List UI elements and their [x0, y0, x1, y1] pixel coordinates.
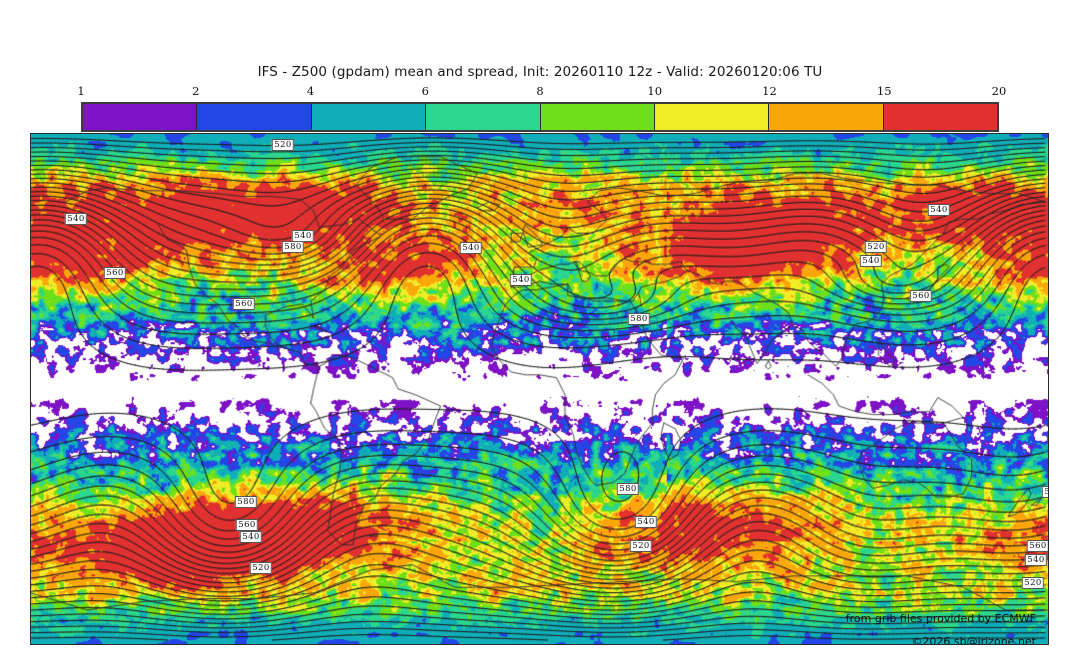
colorbar-tick-2: 2 [192, 84, 200, 98]
colorbar-tick-labels: 1 2 4 6 8 10 12 15 20 [77, 84, 1006, 100]
colorbar-swatch-15-20 [883, 104, 997, 130]
colorbar-swatch-6-8 [426, 104, 541, 130]
colorbar-swatch-4-6 [311, 104, 427, 130]
source-attribution: from grib files provided by ECMWF [845, 612, 1036, 625]
colorbar-legend: 1 2 4 6 8 10 12 15 20 [77, 84, 1006, 132]
copyright-attribution: ©2026 sb@irizone.net [911, 635, 1036, 645]
spread-contour-map[interactable] [31, 134, 1048, 644]
page-title: IFS - Z500 (gpdam) mean and spread, Init… [257, 64, 823, 80]
colorbar-tick-1: 1 [77, 84, 85, 98]
colorbar-tick-12: 12 [762, 84, 777, 98]
colorbar-tick-20: 20 [991, 84, 1007, 98]
colorbar-swatch-10-12 [654, 104, 770, 130]
colorbar-swatch-2-4 [197, 104, 312, 130]
colorbar-tick-4: 4 [306, 84, 315, 98]
colorbar-gradient [81, 102, 999, 132]
colorbar-swatch-8-10 [540, 104, 655, 130]
colorbar-tick-6: 6 [421, 84, 429, 98]
map-panel[interactable]: 520 540 540 580 540 540 560 560 580 540 540 520 560 5… [30, 133, 1049, 645]
colorbar-swatch-12-15 [769, 104, 884, 130]
colorbar-tick-8: 8 [536, 84, 544, 98]
colorbar-tick-15: 15 [876, 84, 892, 98]
colorbar-tick-10: 10 [647, 84, 663, 98]
colorbar-swatch-1-2 [83, 104, 198, 130]
